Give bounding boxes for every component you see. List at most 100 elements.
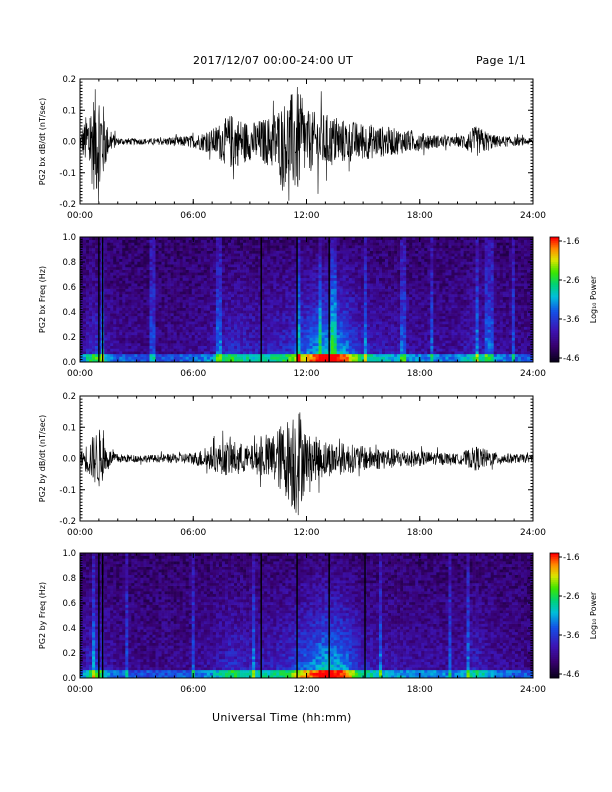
- spectrogram-cell: [270, 340, 274, 344]
- spectrogram-cell: [273, 288, 277, 292]
- spectrogram-cell: [209, 348, 214, 352]
- spectrogram-cell: [188, 318, 193, 322]
- spectrogram-cell: [89, 275, 93, 279]
- spectrogram-cell: [388, 353, 392, 357]
- spectrogram-cell: [288, 258, 292, 262]
- spectrogram-cell: [357, 247, 362, 251]
- spectrogram-cell: [369, 258, 374, 262]
- spectrogram-cell: [378, 258, 383, 262]
- spectrogram-cell: [125, 280, 129, 284]
- spectrogram-cell: [300, 291, 304, 295]
- spectrogram-cell: [363, 294, 368, 298]
- spectrogram-cell: [173, 269, 177, 273]
- spectrogram-cell: [179, 340, 183, 344]
- spectrogram-cell: [206, 266, 211, 270]
- spectrogram-cell: [246, 256, 250, 260]
- spectrogram-cell: [95, 247, 99, 251]
- spectrogram-cell: [164, 256, 168, 260]
- spectrogram-cell: [342, 272, 347, 276]
- spectrogram-cell: [149, 337, 153, 341]
- spectrogram-cell: [333, 342, 337, 346]
- spectrogram-cell: [282, 356, 286, 360]
- spectrogram-cell: [125, 285, 129, 289]
- spectrogram-cell: [221, 351, 226, 355]
- spectrogram-cell: [339, 264, 344, 268]
- spectrogram-cell: [146, 237, 150, 241]
- spectrogram-cell: [394, 332, 398, 336]
- spectrogram-cell: [294, 321, 298, 325]
- spectrogram-cell: [388, 291, 392, 295]
- spectrogram-cell: [315, 285, 319, 289]
- spectrogram-cell: [255, 304, 259, 308]
- spectrogram-cell: [264, 250, 268, 254]
- spectrogram-cell: [113, 237, 117, 241]
- spectrogram-cell: [391, 334, 395, 338]
- spectrogram-cell: [179, 256, 183, 260]
- spectrogram-cell: [212, 345, 217, 349]
- spectrogram-cell: [125, 337, 129, 341]
- spectrogram-cell: [318, 310, 322, 314]
- spectrogram-cell: [197, 315, 202, 319]
- spectrogram-cell: [110, 304, 114, 308]
- spectrogram-cell: [237, 323, 241, 327]
- spectrogram-cell: [348, 313, 353, 317]
- spectrogram-cell: [185, 288, 190, 292]
- spectrogram-cell: [185, 280, 190, 284]
- spectrogram-cell: [203, 353, 208, 357]
- spectrogram-cell: [86, 256, 90, 260]
- spectrogram-cell: [261, 266, 265, 270]
- spectrogram-cell: [246, 269, 250, 273]
- spectrogram-cell: [161, 245, 165, 249]
- spectrogram-cell: [131, 237, 135, 241]
- spectrogram-cell: [288, 313, 292, 317]
- spectrogram-cell: [167, 302, 171, 306]
- spectrogram-cell: [246, 237, 250, 241]
- spectrogram-cell: [191, 326, 196, 330]
- spectrogram-cell: [336, 280, 341, 284]
- spectrogram-cell: [107, 313, 111, 317]
- spectrogram-cell: [360, 326, 365, 330]
- spectrogram-cell: [273, 239, 277, 243]
- spectrogram-cell: [104, 302, 108, 306]
- spectrogram-cell: [116, 323, 120, 327]
- spectrogram-cell: [107, 239, 111, 243]
- spectrogram-cell: [261, 318, 265, 322]
- spectrogram-cell: [315, 296, 319, 300]
- spectrogram-cell: [312, 315, 316, 319]
- spectrogram-cell: [294, 340, 298, 344]
- spectrogram-cell: [249, 326, 253, 330]
- spectrogram-cell: [375, 337, 380, 341]
- spectrogram-cell: [394, 359, 398, 363]
- spectrogram-cell: [215, 326, 220, 330]
- spectrogram-cell: [378, 348, 383, 352]
- spectrogram-cell: [360, 348, 365, 352]
- spectrogram-cell: [137, 332, 141, 336]
- spectrogram-cell: [164, 288, 168, 292]
- spectrogram-cell: [203, 299, 208, 303]
- spectrogram-cell: [291, 237, 295, 241]
- spectrogram-cell: [194, 356, 199, 360]
- spectrogram-cell: [382, 356, 386, 360]
- spectrogram-cell: [288, 280, 292, 284]
- spectrogram-cell: [185, 245, 190, 249]
- spectrogram-cell: [155, 264, 159, 268]
- spectrogram-cell: [104, 356, 108, 360]
- spectrogram-cell: [318, 337, 322, 341]
- spectrogram-cell: [92, 302, 96, 306]
- spectrogram-cell: [336, 351, 341, 355]
- spectrogram-cell: [309, 269, 313, 273]
- spectrogram-cell: [279, 266, 283, 270]
- spectrogram-cell: [372, 247, 377, 251]
- spectrogram-cell: [200, 296, 205, 300]
- spectrogram-cell: [125, 283, 129, 287]
- spectrogram-cell: [218, 288, 223, 292]
- spectrogram-cell: [300, 266, 304, 270]
- spectrogram-cell: [113, 304, 117, 308]
- spectrogram-cell: [146, 275, 150, 279]
- spectrogram-cell: [369, 242, 374, 246]
- spectrogram-cell: [357, 280, 362, 284]
- spectrogram-cell: [152, 242, 156, 246]
- spectrogram-cell: [267, 337, 271, 341]
- spectrogram-cell: [176, 272, 180, 276]
- spectrogram-cell: [369, 340, 374, 344]
